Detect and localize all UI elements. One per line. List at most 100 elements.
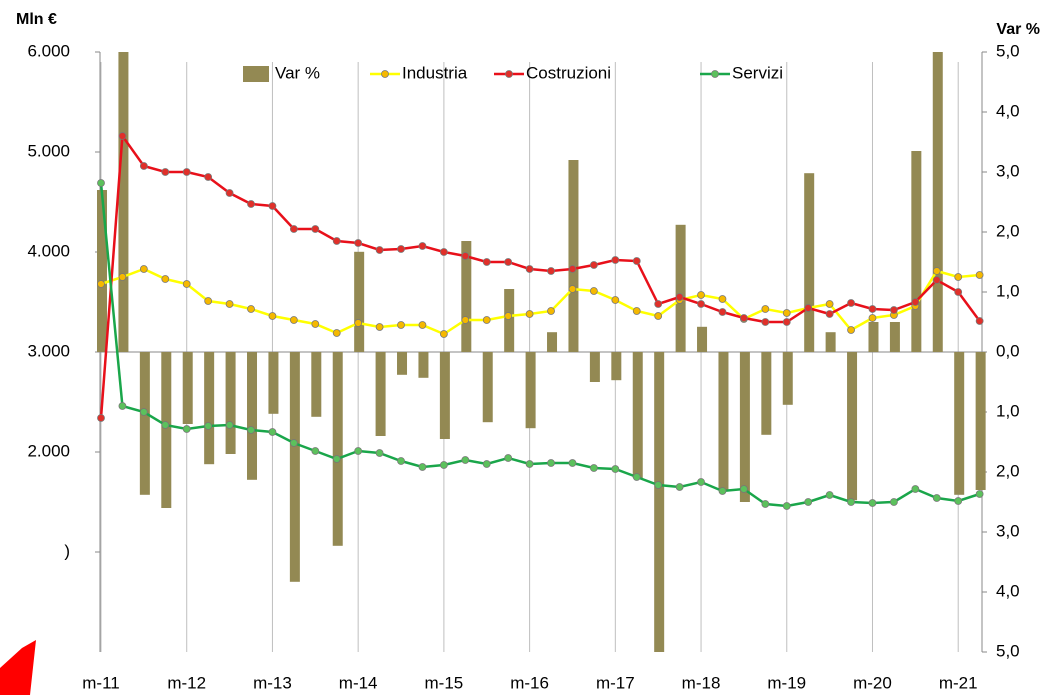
marker xyxy=(632,307,641,315)
marker xyxy=(740,485,748,493)
marker xyxy=(204,422,213,430)
y2-tick-label: 2,0 xyxy=(996,221,1020,240)
marker xyxy=(589,464,598,472)
marker xyxy=(354,239,363,247)
x-tick-label: m-12 xyxy=(167,673,206,692)
marker xyxy=(697,478,705,486)
marker xyxy=(868,305,877,313)
bar xyxy=(675,224,686,352)
marker xyxy=(825,300,834,308)
x-tick-label: m-21 xyxy=(939,673,978,692)
marker xyxy=(782,318,791,326)
marker xyxy=(525,265,534,273)
legend-label: Industria xyxy=(402,63,468,82)
bar xyxy=(889,322,900,352)
marker xyxy=(97,179,105,187)
marker xyxy=(740,314,748,322)
marker xyxy=(847,326,855,334)
marker xyxy=(568,285,577,293)
bar xyxy=(761,352,772,435)
marker xyxy=(247,426,255,434)
marker xyxy=(139,408,148,416)
marker xyxy=(611,256,620,264)
bar xyxy=(868,322,879,352)
marker xyxy=(332,237,341,245)
y2-tick-label: 1,0 xyxy=(996,281,1020,300)
marker xyxy=(397,321,405,329)
marker xyxy=(268,428,277,436)
marker xyxy=(375,323,384,331)
marker xyxy=(525,310,534,318)
bar xyxy=(161,352,172,508)
y-axis-title: Mln € xyxy=(16,11,57,28)
bar xyxy=(932,52,943,352)
bar xyxy=(268,352,279,414)
y2-tick-label: 4,0 xyxy=(996,581,1020,600)
marker xyxy=(589,287,598,295)
marker xyxy=(697,291,705,299)
marker xyxy=(932,494,941,502)
marker xyxy=(397,245,405,253)
legend-label: Servizi xyxy=(732,63,783,82)
marker xyxy=(225,421,234,429)
marker xyxy=(482,460,491,468)
marker xyxy=(461,252,470,260)
x-tick-label: m-19 xyxy=(767,673,806,692)
x-tick-label: m-16 xyxy=(510,673,549,692)
marker xyxy=(675,483,684,491)
marker xyxy=(975,317,984,325)
legend-label: Var % xyxy=(275,63,320,82)
marker xyxy=(547,267,555,275)
marker xyxy=(804,304,813,312)
marker xyxy=(782,309,791,317)
marker xyxy=(225,189,234,197)
bar xyxy=(697,326,708,352)
marker xyxy=(97,280,105,288)
marker xyxy=(847,299,855,307)
marker xyxy=(825,491,834,499)
y2-tick-label: 4,0 xyxy=(996,101,1020,120)
marker xyxy=(975,271,984,279)
marker xyxy=(504,258,513,266)
bar xyxy=(568,160,579,352)
marker xyxy=(332,455,341,463)
bar xyxy=(911,151,922,352)
marker xyxy=(289,225,298,233)
marker xyxy=(932,276,941,284)
bar xyxy=(804,173,815,352)
marker xyxy=(375,449,384,457)
bar xyxy=(418,352,429,378)
marker xyxy=(332,329,341,337)
marker xyxy=(504,312,513,320)
marker xyxy=(675,293,684,301)
marker xyxy=(547,307,555,315)
marker xyxy=(847,498,855,506)
marker xyxy=(761,500,770,508)
bar xyxy=(654,352,665,652)
y2-tick-label: 5,0 xyxy=(996,41,1020,60)
marker xyxy=(504,454,513,462)
marker xyxy=(611,465,620,473)
marker xyxy=(868,499,877,507)
marker xyxy=(890,306,898,314)
bar xyxy=(375,352,386,436)
y-tick-label: 4.000 xyxy=(27,241,70,260)
marker xyxy=(461,456,470,464)
marker xyxy=(911,298,920,306)
marker xyxy=(139,265,148,273)
marker xyxy=(204,297,213,305)
bar xyxy=(632,352,643,478)
bar xyxy=(504,289,515,352)
corner-decoration xyxy=(0,640,36,695)
marker xyxy=(654,300,663,308)
marker xyxy=(568,459,577,467)
marker xyxy=(118,402,127,410)
marker xyxy=(375,246,384,254)
marker xyxy=(868,314,877,322)
marker xyxy=(118,132,127,140)
marker xyxy=(439,330,448,338)
y2-tick-label: 1,0 xyxy=(996,401,1020,420)
bar xyxy=(439,352,450,439)
bar xyxy=(525,352,536,429)
